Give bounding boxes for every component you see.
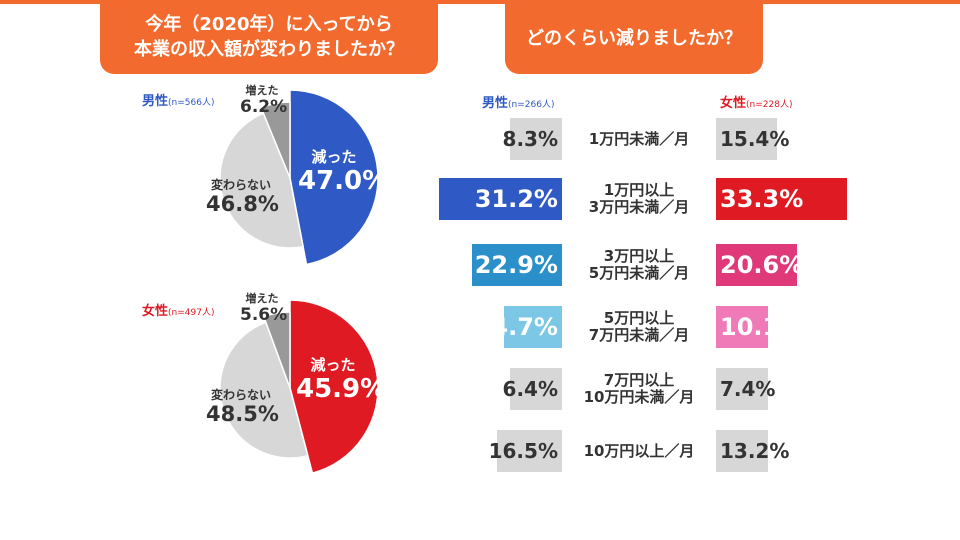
bar-male-4: 14.7% (475, 306, 562, 348)
category-label-4-line-2: 7万円未満／月 (588, 326, 690, 344)
pie-female-increased-value: 5.6% (240, 305, 288, 326)
bar-male-value-3: 22.9% (474, 251, 558, 279)
category-label-4-line-1: 5万円以上 (603, 309, 675, 327)
bar-female-5: 7.4% (716, 368, 775, 410)
header-change-line1: 今年（2020年）に入ってから (145, 14, 393, 35)
pie-male-slice-decreased (289, 89, 379, 266)
bar-female-value-5: 7.4% (720, 377, 776, 401)
category-label-1-line-1: 1万円未満／月 (588, 129, 690, 148)
pie-female-gender: 女性 (142, 304, 169, 319)
pie-male-increased-value: 6.2% (240, 97, 288, 118)
category-label-5: 7万円以上 10万円未満／月 (566, 368, 712, 410)
pie-male-gender-label: 男性(n=566人) (142, 90, 214, 109)
top-accent-bar (0, 0, 960, 4)
category-label-4: 5万円以上 7万円未満／月 (566, 306, 712, 348)
pie-female-gender-label: 女性(n=497人) (142, 300, 214, 319)
bar-female-6: 13.2% (716, 430, 789, 472)
pie-male-decreased-label: 減った 47.0% (298, 148, 389, 197)
category-label-3: 3万円以上 5万円未満／月 (566, 244, 712, 286)
category-label-5-line-1: 7万円以上 (603, 371, 675, 389)
bar-male-n: (n=266人) (508, 100, 555, 110)
pie-male-decreased-text: 減った (311, 148, 357, 166)
bar-male-2: 31.2% (439, 178, 562, 220)
pie-female-increased-text: 増えた (245, 292, 279, 305)
pie-female-unchanged-value: 48.5% (206, 402, 279, 427)
category-label-1: 1万円未満／月 (566, 118, 712, 160)
pie-chart-female (219, 299, 379, 475)
pie-chart-male (219, 89, 379, 266)
bar-male-gender-label: 男性(n=266人) (482, 92, 554, 111)
pie-female-decreased-value: 45.9% (296, 374, 387, 404)
bar-female-value-4: 10.1% (720, 313, 804, 341)
pie-male-n: (n=566人) (168, 98, 215, 108)
header-decrease-title: どのくらい減りましたか？ (526, 28, 742, 49)
bar-female-2: 33.3% (716, 178, 848, 220)
bar-male-gender: 男性 (482, 96, 509, 111)
bar-female-1: 15.4% (716, 118, 789, 160)
bar-female-value-6: 13.2% (720, 439, 790, 463)
bar-female-3: 20.6% (716, 244, 803, 286)
bar-female-4: 10.1% (716, 306, 803, 348)
category-label-6-line-1: 10万円以上／月 (583, 441, 695, 460)
pie-male-increased-text: 増えた (245, 84, 279, 97)
header-change-line2: 本業の収入額が変わりましたか？ (134, 39, 404, 60)
pie-male-gender: 男性 (142, 94, 169, 109)
category-label-6: 10万円以上／月 (566, 430, 712, 472)
pie-male-unchanged-text: 変わらない (210, 178, 271, 192)
pie-male-unchanged-value: 46.8% (206, 192, 279, 217)
bar-male-value-4: 14.7% (474, 313, 558, 341)
bar-male-3: 22.9% (471, 244, 562, 286)
pie-female-decreased-text: 減った (310, 356, 356, 374)
bar-female-gender-label: 女性(n=228人) (720, 92, 792, 111)
bar-male-6: 16.5% (489, 430, 562, 472)
bar-female-n: (n=228人) (746, 100, 793, 110)
pie-male-unchanged-label: 変わらない 46.8% (206, 178, 279, 218)
bar-female-value-3: 20.6% (720, 251, 804, 279)
bar-female-value-2: 33.3% (720, 185, 804, 213)
category-label-2: 1万円以上 3万円未満／月 (566, 178, 712, 220)
bar-female-gender: 女性 (720, 96, 747, 111)
bar-male-5: 6.4% (503, 368, 562, 410)
pie-female-slice-decreased (289, 299, 379, 475)
category-label-2-line-2: 3万円未満／月 (588, 198, 690, 216)
pie-female-increased-label: 増えた 5.6% (240, 292, 288, 326)
pie-male-increased-label: 増えた 6.2% (240, 84, 288, 118)
category-label-5-line-2: 10万円未満／月 (583, 388, 695, 406)
pie-female-decreased-label: 減った 45.9% (296, 356, 387, 405)
bar-male-value-2: 31.2% (474, 185, 558, 213)
bar-male-value-5: 6.4% (502, 377, 558, 401)
bar-male-value-1: 8.3% (502, 127, 558, 151)
pie-female-slice-increased (262, 311, 291, 389)
category-label-3-line-1: 3万円以上 (603, 247, 675, 265)
header-tab-decrease: どのくらい減りましたか？ (505, 0, 763, 74)
bar-male-value-6: 16.5% (488, 439, 558, 463)
pie-female-unchanged-label: 変わらない 48.5% (206, 388, 279, 428)
pie-male-decreased-value: 47.0% (298, 166, 389, 196)
header-tab-change: 今年（2020年）に入ってから 本業の収入額が変わりましたか？ (100, 0, 438, 74)
pie-female-unchanged-text: 変わらない (210, 388, 271, 402)
bar-female-value-1: 15.4% (720, 127, 790, 151)
category-label-2-line-1: 1万円以上 (603, 181, 675, 199)
pie-female-slice-unchanged (219, 321, 309, 459)
pie-female-n: (n=497人) (168, 308, 215, 318)
pie-male-slice-unchanged (219, 112, 304, 249)
category-label-3-line-2: 5万円未満／月 (588, 264, 690, 282)
pie-male-slice-increased (260, 101, 291, 179)
bar-male-1: 8.3% (503, 118, 562, 160)
